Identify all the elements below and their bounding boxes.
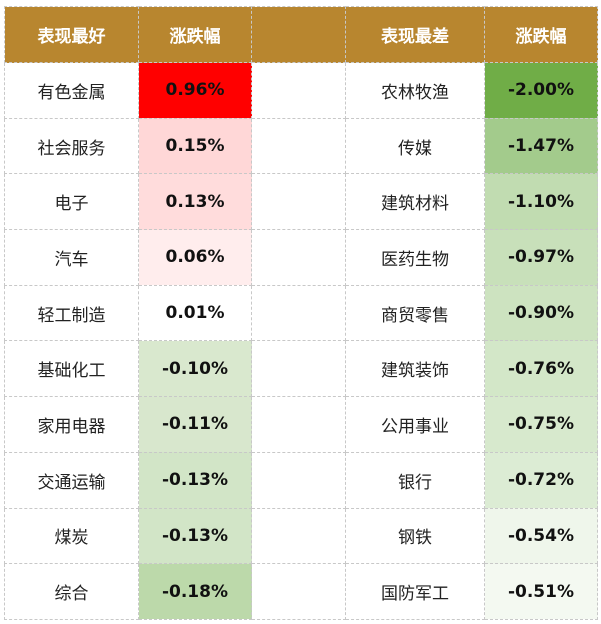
best-sector-name: 综合 — [4, 563, 139, 620]
best-sector-change: 0.96% — [138, 62, 252, 119]
best-sector-change: 0.13% — [138, 173, 252, 231]
best-sector-change: -0.10% — [138, 340, 252, 398]
worst-sector-name: 建筑材料 — [345, 173, 485, 231]
worst-sector-name: 国防军工 — [345, 563, 485, 620]
worst-sector-name: 商贸零售 — [345, 284, 485, 342]
worst-sector-change: -0.51% — [484, 563, 598, 620]
table-row: 电子 0.13% 建筑材料 -1.10% — [4, 173, 598, 231]
gap-cell — [251, 563, 346, 620]
worst-sector-change: -2.00% — [484, 62, 598, 119]
gap-cell — [251, 451, 346, 509]
best-sector-name: 基础化工 — [4, 340, 139, 398]
gap-cell — [251, 507, 346, 565]
best-sector-name: 有色金属 — [4, 62, 139, 119]
table-row: 煤炭 -0.13% 钢铁 -0.54% — [4, 507, 598, 565]
best-sector-change: -0.13% — [138, 507, 252, 565]
table-row: 有色金属 0.96% 农林牧渔 -2.00% — [4, 62, 598, 119]
gap-cell — [251, 340, 346, 398]
best-sector-name: 轻工制造 — [4, 284, 139, 342]
best-sector-change: -0.11% — [138, 396, 252, 453]
sector-performance-table: 表现最好 涨跌幅 表现最差 涨跌幅 有色金属 0.96% 农林牧渔 -2.00% 社会服… — [4, 6, 598, 620]
table-body: 有色金属 0.96% 农林牧渔 -2.00% 社会服务 0.15% 传媒 -1.47% 电子 0.… — [4, 62, 598, 620]
gap-cell — [251, 284, 346, 342]
header-worst-performers: 表现最差 — [345, 6, 485, 63]
gap-cell — [251, 396, 346, 453]
table-row: 基础化工 -0.10% 建筑装饰 -0.76% — [4, 340, 598, 398]
worst-sector-name: 农林牧渔 — [345, 62, 485, 119]
table-row: 社会服务 0.15% 传媒 -1.47% — [4, 117, 598, 175]
table-row: 汽车 0.06% 医药生物 -0.97% — [4, 229, 598, 286]
best-sector-change: -0.18% — [138, 563, 252, 620]
worst-sector-name: 公用事业 — [345, 396, 485, 453]
gap-cell — [251, 173, 346, 231]
gap-cell — [251, 62, 346, 119]
worst-sector-change: -0.54% — [484, 507, 598, 565]
header-gap — [251, 6, 346, 63]
best-sector-change: -0.13% — [138, 451, 252, 509]
worst-sector-name: 银行 — [345, 451, 485, 509]
best-sector-change: 0.06% — [138, 229, 252, 286]
worst-sector-change: -0.76% — [484, 340, 598, 398]
table-row: 家用电器 -0.11% 公用事业 -0.75% — [4, 396, 598, 453]
gap-cell — [251, 117, 346, 175]
performance-table: 表现最好 涨跌幅 表现最差 涨跌幅 有色金属 0.96% 农林牧渔 -2.00% 社会服… — [4, 6, 598, 620]
worst-sector-change: -0.97% — [484, 229, 598, 286]
worst-sector-change: -1.10% — [484, 173, 598, 231]
best-sector-name: 交通运输 — [4, 451, 139, 509]
best-sector-name: 家用电器 — [4, 396, 139, 453]
worst-sector-name: 钢铁 — [345, 507, 485, 565]
header-change-right: 涨跌幅 — [484, 6, 598, 63]
worst-sector-name: 建筑装饰 — [345, 340, 485, 398]
worst-sector-change: -0.75% — [484, 396, 598, 453]
best-sector-name: 电子 — [4, 173, 139, 231]
table-row: 交通运输 -0.13% 银行 -0.72% — [4, 451, 598, 509]
worst-sector-change: -0.90% — [484, 284, 598, 342]
table-row: 轻工制造 0.01% 商贸零售 -0.90% — [4, 284, 598, 342]
best-sector-change: 0.01% — [138, 284, 252, 342]
worst-sector-change: -1.47% — [484, 117, 598, 175]
header-best-performers: 表现最好 — [4, 6, 139, 63]
worst-sector-change: -0.72% — [484, 451, 598, 509]
worst-sector-name: 医药生物 — [345, 229, 485, 286]
worst-sector-name: 传媒 — [345, 117, 485, 175]
header-row: 表现最好 涨跌幅 表现最差 涨跌幅 — [4, 6, 598, 63]
header-change-left: 涨跌幅 — [138, 6, 252, 63]
best-sector-name: 社会服务 — [4, 117, 139, 175]
best-sector-name: 汽车 — [4, 229, 139, 286]
table-row: 综合 -0.18% 国防军工 -0.51% — [4, 563, 598, 620]
gap-cell — [251, 229, 346, 286]
best-sector-change: 0.15% — [138, 117, 252, 175]
best-sector-name: 煤炭 — [4, 507, 139, 565]
